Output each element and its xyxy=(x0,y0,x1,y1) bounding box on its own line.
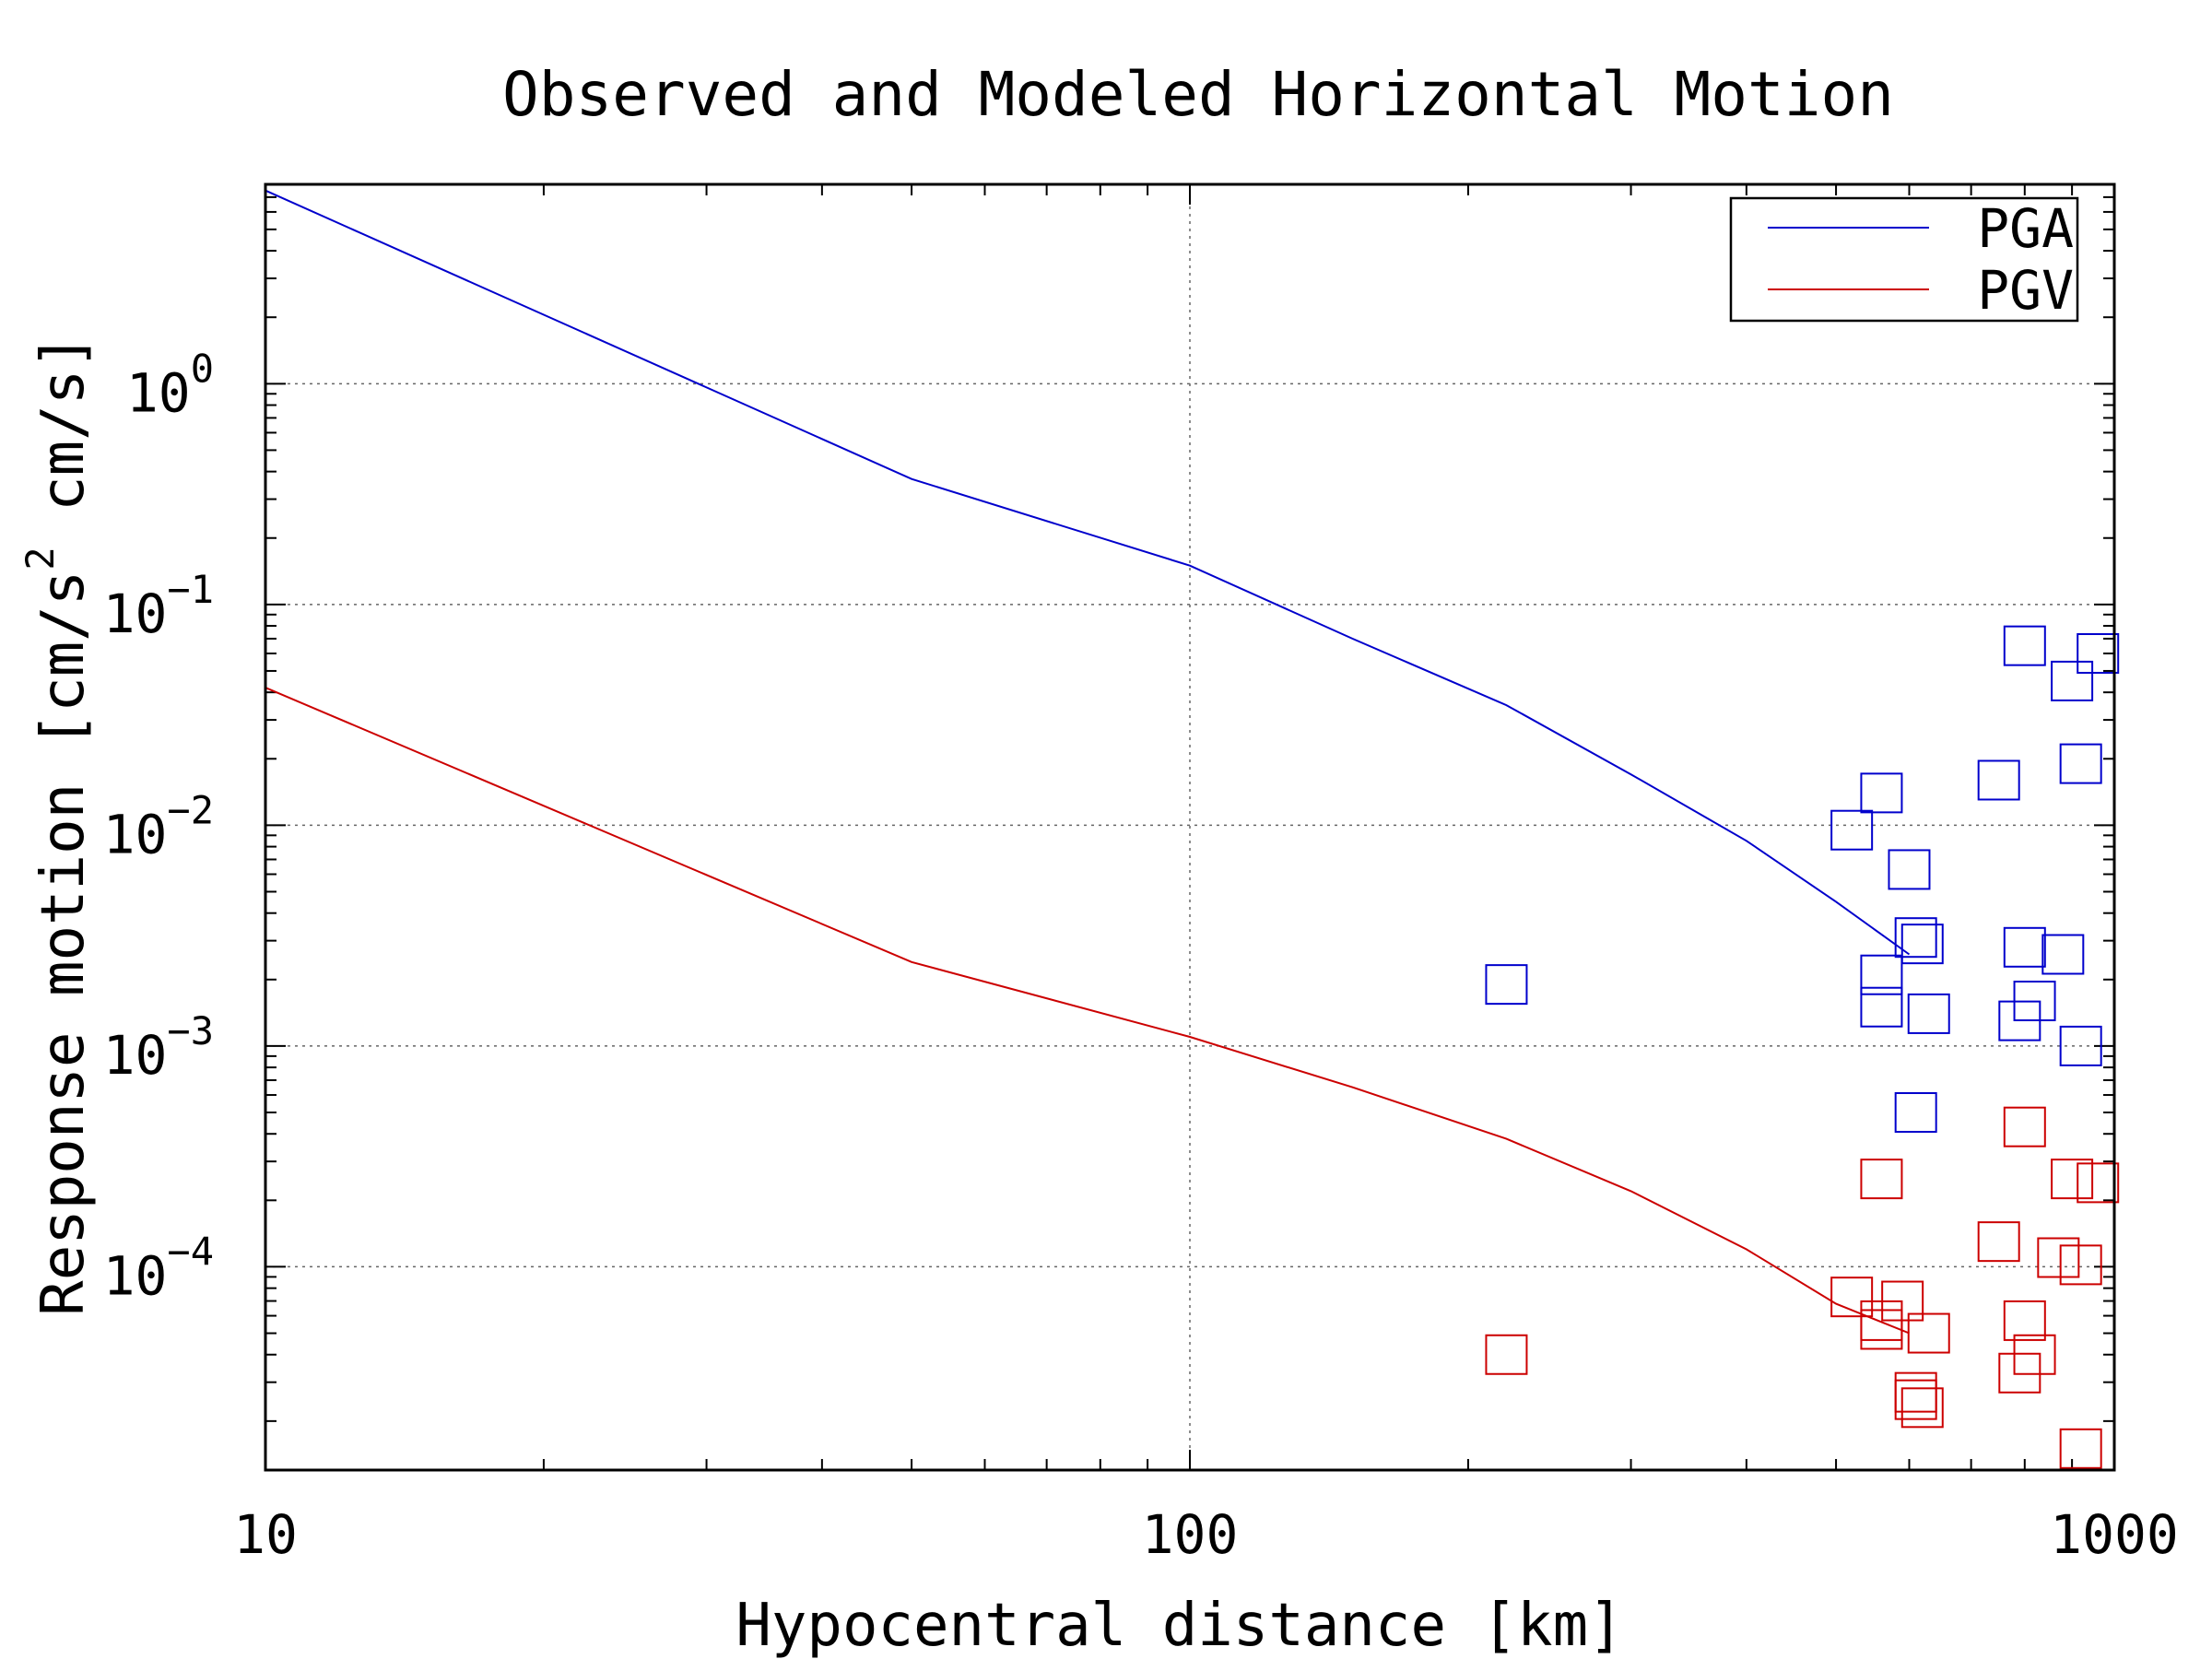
observed-point-pga xyxy=(1860,986,1903,1028)
legend-box xyxy=(1729,196,2079,323)
observed-point-pga xyxy=(1860,772,1903,814)
observed-point-pga xyxy=(1830,809,1874,851)
observed-point-pgv xyxy=(1830,1277,1874,1318)
y-tick-label: 10−2 xyxy=(103,787,214,865)
observed-point-pga xyxy=(1485,964,1528,1006)
x-tick-label: 100 xyxy=(1142,1503,1239,1566)
x-tick-label: 10 xyxy=(233,1503,298,1566)
observed-point-pgv xyxy=(1881,1280,1924,1322)
y-tick-base: 10 xyxy=(103,582,168,645)
observed-point-pgv xyxy=(1900,1387,1944,1429)
model-line-pga xyxy=(265,189,1911,956)
model-line-pgv xyxy=(265,687,1910,1335)
y-tick-exponent: 0 xyxy=(191,346,214,391)
observed-point-pga xyxy=(2059,743,2102,784)
observed-point-pgv xyxy=(1907,1312,1950,1354)
x-axis-label: Hypocentral distance [km] xyxy=(735,1592,1623,1659)
observed-point-pga xyxy=(1907,993,1950,1034)
y-axis-label: Response motion [cm/s2 cm/s] xyxy=(18,334,98,1316)
observed-point-pgv xyxy=(2013,1334,2056,1375)
y-tick-label: 10−1 xyxy=(103,567,214,645)
observed-point-pga xyxy=(2003,926,2046,968)
observed-point-pga xyxy=(2051,660,2094,701)
y-tick-base: 10 xyxy=(103,1244,168,1307)
y-tick-exponent: −3 xyxy=(167,1008,214,1053)
y-tick-base: 10 xyxy=(103,803,168,865)
plot-frame xyxy=(264,182,2116,1472)
legend-label-pgv: PGV xyxy=(1977,259,2074,322)
observed-point-pga xyxy=(1888,849,1931,890)
x-tick-labels: 10 100 1000 xyxy=(233,1503,2179,1566)
observed-point-pgv xyxy=(2059,1428,2102,1469)
y-tick-label: 100 xyxy=(126,346,214,424)
observed-point-pgv xyxy=(1894,1379,1937,1420)
observed-point-pga xyxy=(2003,625,2046,666)
observed-point-pga xyxy=(2013,981,2056,1022)
observed-point-pgv xyxy=(2059,1244,2102,1286)
x-tick-label: 1000 xyxy=(2050,1503,2179,1566)
y-tick-base: 10 xyxy=(126,361,191,424)
observed-point-pga xyxy=(2077,632,2120,674)
series-layer xyxy=(265,189,2120,1469)
observed-point-pga xyxy=(2041,934,2085,975)
observed-point-pgv xyxy=(1485,1334,1528,1375)
y-tick-exponent: −2 xyxy=(167,787,214,832)
y-tick-label: 10−4 xyxy=(103,1229,214,1307)
chart-title: Observed and Modeled Horizontal Motion xyxy=(502,59,1894,130)
observed-point-pga xyxy=(1894,917,1937,959)
legend: PGA PGV xyxy=(1729,196,2079,323)
observed-point-pgv xyxy=(1977,1221,2020,1263)
y-tick-exponent: −4 xyxy=(167,1229,214,1274)
y-axis-label-tail: cm/s] xyxy=(29,334,98,547)
observed-point-pga xyxy=(1977,759,2020,801)
observed-point-pga xyxy=(1894,1092,1937,1134)
observed-point-pga xyxy=(2059,1025,2102,1066)
observed-point-pga xyxy=(1900,924,1944,965)
observed-point-pgv xyxy=(2077,1162,2120,1204)
y-axis-label-superscript: 2 xyxy=(18,547,63,570)
observed-point-pgv xyxy=(2037,1237,2080,1278)
y-tick-base: 10 xyxy=(103,1024,168,1087)
legend-label-pga: PGA xyxy=(1977,197,2074,260)
y-axis-label-main: Response motion [cm/s xyxy=(29,571,98,1316)
y-tick-label: 10−3 xyxy=(103,1008,214,1087)
grid-lines xyxy=(265,184,2114,1470)
observed-point-pgv xyxy=(1860,1159,1903,1200)
observed-point-pga xyxy=(1860,954,1903,995)
observed-point-pgv xyxy=(2003,1300,2046,1341)
y-tick-exponent: −1 xyxy=(167,567,214,612)
observed-point-pgv xyxy=(2003,1106,2046,1147)
observed-point-pgv xyxy=(2051,1159,2094,1200)
